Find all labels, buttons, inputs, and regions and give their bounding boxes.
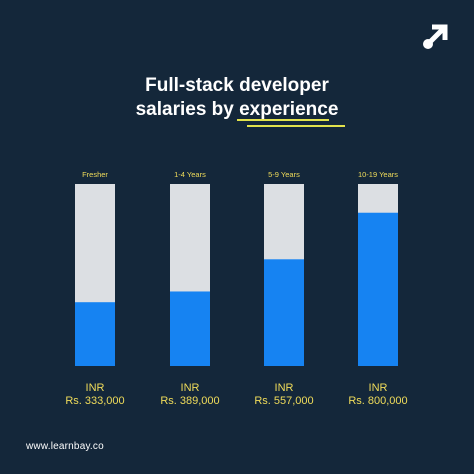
value-label-amount: Rs. 557,000 [254, 395, 313, 407]
value-label-currency: INR [275, 382, 294, 394]
bar [358, 212, 398, 366]
value-label-currency: INR [181, 382, 200, 394]
chart-title-line-2: salaries by experience [135, 99, 339, 120]
title-underline-accent [237, 119, 329, 121]
value-label-currency: INR [369, 382, 388, 394]
bar [170, 291, 210, 366]
chart-title-line-1: Full-stack developer [145, 75, 329, 96]
category-label: 10-19 Years [358, 170, 398, 179]
value-label-amount: Rs. 800,000 [348, 395, 407, 407]
value-label-amount: Rs. 333,000 [65, 395, 124, 407]
title-underline-accent-2 [247, 125, 345, 127]
arrow-up-right-icon [423, 24, 448, 49]
bar [75, 302, 115, 366]
category-label: Fresher [82, 170, 108, 179]
footer-url: www.learnbay.co [26, 441, 104, 452]
chart-title: Full-stack developer salaries by experie… [0, 74, 474, 122]
value-label-amount: Rs. 389,000 [160, 395, 219, 407]
value-label-currency: INR [86, 382, 105, 394]
bar [264, 259, 304, 366]
category-label: 5-9 Years [268, 170, 300, 179]
category-label: 1-4 Years [174, 170, 206, 179]
